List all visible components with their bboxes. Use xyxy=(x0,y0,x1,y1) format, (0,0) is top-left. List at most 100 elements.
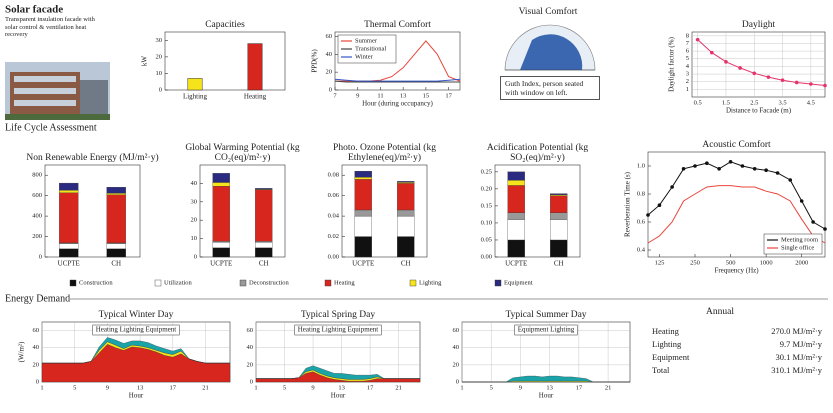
bar-segment xyxy=(59,190,78,193)
bar-segment xyxy=(355,179,372,210)
y-tick-label: 0.6 xyxy=(637,218,646,225)
bar-segment xyxy=(59,183,78,190)
legend-label: Utilization xyxy=(164,279,193,286)
y-tick-label: 0.06 xyxy=(328,192,340,199)
x-tick-label: 15 xyxy=(423,92,430,99)
bar-segment xyxy=(508,213,525,220)
legend-label: Lighting xyxy=(419,279,442,286)
bar-segment xyxy=(107,193,126,195)
y-tick-label: 40 xyxy=(326,51,333,58)
y-tick-label: 5 xyxy=(686,55,689,62)
legend-label: Deconstruction xyxy=(249,279,289,286)
legend-swatch xyxy=(325,280,331,286)
y-tick-label: 60 xyxy=(326,33,333,40)
x-tick-label: 13 xyxy=(546,384,553,391)
x-tick-label: 125 xyxy=(655,259,665,266)
point xyxy=(823,227,827,231)
x-tick-label: 500 xyxy=(726,259,736,266)
bar-segment xyxy=(508,240,525,257)
y-tick-label: 0.02 xyxy=(328,233,339,240)
annual-label: Lighting xyxy=(652,339,682,349)
point xyxy=(710,51,714,55)
bar-segment xyxy=(59,244,78,249)
x-tick-label: Heating xyxy=(244,93,267,101)
chart-title: Typical Winter Day xyxy=(12,292,260,320)
y-tick-label: 0 xyxy=(329,86,332,93)
annual-label: Total xyxy=(652,365,670,375)
point xyxy=(800,199,804,203)
y-tick-label: 0.08 xyxy=(328,172,339,179)
bar-segment xyxy=(508,180,525,185)
x-tick-label: 11 xyxy=(377,92,383,99)
y-tick-label: 400 xyxy=(32,213,42,220)
y-tick-label: 0.00 xyxy=(481,253,492,260)
x-tick-label: 17 xyxy=(170,384,177,391)
y-tick-label: 7 xyxy=(686,40,690,47)
y-tick-label: 0.05 xyxy=(481,236,492,243)
bar-segment xyxy=(355,177,372,179)
y-tick-label: 40 xyxy=(191,180,198,187)
y-tick-label: 0 xyxy=(159,86,162,93)
y-tick-label: 20 xyxy=(156,53,163,60)
bar-segment xyxy=(550,220,567,240)
x-tick-label: Lighting xyxy=(183,93,208,101)
y-tick-label: 20 xyxy=(33,361,40,368)
chart-title: Non Renewable Energy (MJ/m²·y) xyxy=(15,135,170,163)
legend-swatch xyxy=(155,280,161,286)
y-tick-label: 10 xyxy=(191,235,198,242)
x-axis-label: Frequency (Hz) xyxy=(714,267,759,275)
bar xyxy=(188,78,202,90)
header-title: Solar facade xyxy=(5,4,63,16)
y-tick-label: 0.10 xyxy=(481,219,492,226)
x-tick-label: 250 xyxy=(690,259,700,266)
bar-segment xyxy=(107,187,126,193)
legend-swatch xyxy=(410,280,416,286)
chart-title: Photo. Ozone Potential (kg Ethylene(eq)/… xyxy=(312,135,457,163)
bar-segment xyxy=(397,237,414,257)
x-tick-label: 17 xyxy=(576,384,583,391)
point xyxy=(705,161,709,165)
y-tick-label: 40 xyxy=(33,344,40,351)
x-tick-label: 1000 xyxy=(760,259,773,266)
y-tick-label: 0 xyxy=(194,253,197,260)
bar-segment xyxy=(355,216,372,236)
bar-segment xyxy=(59,193,78,243)
x-axis-label: Hour xyxy=(331,392,346,400)
y-tick-label: 0 xyxy=(250,378,253,385)
x-tick-label: 7 xyxy=(333,92,337,99)
x-tick-label: 5 xyxy=(73,384,76,391)
bar-segment xyxy=(107,195,126,243)
x-tick-label: 21 xyxy=(605,384,612,391)
plot-frame xyxy=(165,32,285,90)
bar-segment xyxy=(213,186,230,241)
chart-title: Daylight xyxy=(662,2,833,30)
y-tick-label: 10 xyxy=(156,70,163,77)
point xyxy=(767,75,771,79)
y-tick-label: 0.00 xyxy=(328,253,339,260)
y-axis-label: (W/m²) xyxy=(18,341,26,362)
annotation: Equipment Lighting xyxy=(518,326,575,334)
y-tick-label: 20 xyxy=(326,69,333,76)
point xyxy=(658,203,662,207)
annotation: Heating Lighting Equipment xyxy=(96,326,177,334)
bar-segment xyxy=(355,171,372,177)
x-tick-label: 0.5 xyxy=(694,99,702,106)
annual-value: 270.0 MJ/m²·y xyxy=(771,326,822,336)
y-tick-label: 20 xyxy=(191,217,198,224)
y-tick-label: 8 xyxy=(686,32,689,39)
annual-title: Annual xyxy=(706,307,734,317)
legend-label: Meeting room xyxy=(781,236,818,243)
point xyxy=(753,167,757,171)
x-tick-label: UCPTE xyxy=(352,260,374,268)
x-tick-label: 5 xyxy=(490,384,493,391)
bar-segment xyxy=(213,173,230,182)
x-tick-label: 17 xyxy=(445,92,452,99)
legend-swatch xyxy=(240,280,246,286)
x-tick-label: 2000 xyxy=(795,259,808,266)
y-tick-label: 40 xyxy=(453,344,460,351)
y-tick-label: 60 xyxy=(247,327,254,334)
point xyxy=(781,78,785,82)
x-tick-label: 13 xyxy=(338,384,345,391)
x-tick-label: 3.5 xyxy=(778,99,786,106)
legend-label: Winter xyxy=(355,53,374,60)
